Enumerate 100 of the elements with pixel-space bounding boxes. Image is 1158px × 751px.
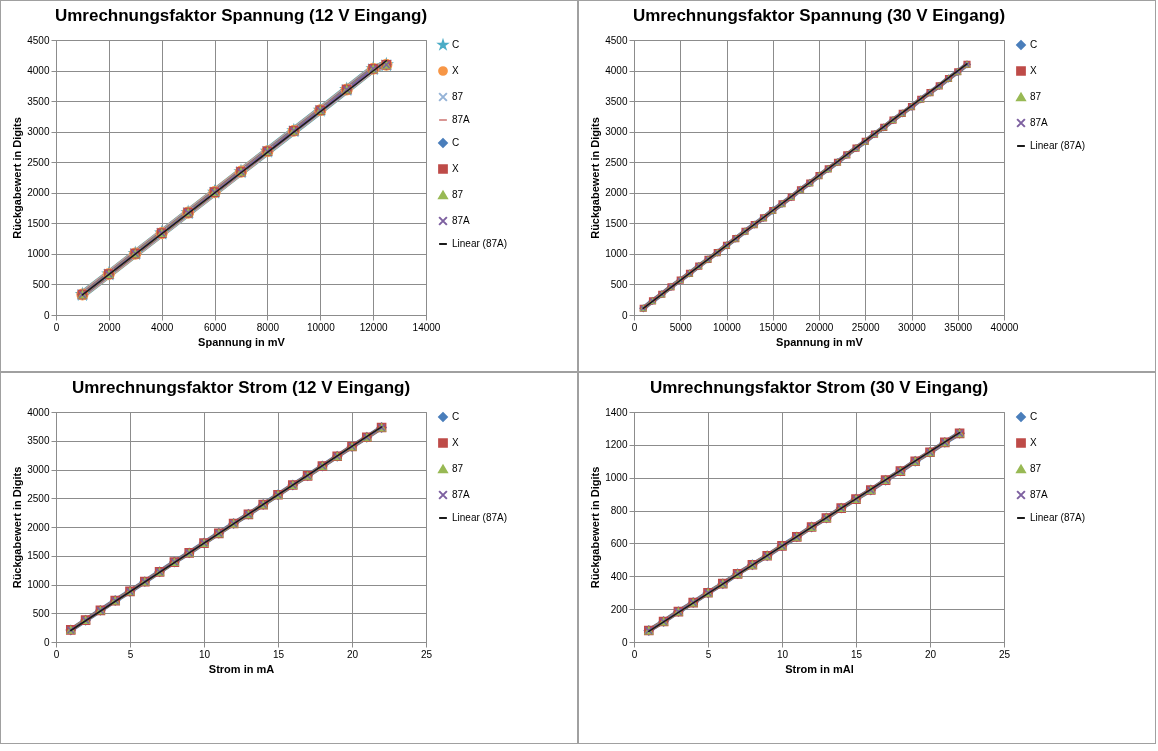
x-tick-label: 10 bbox=[776, 648, 789, 660]
chart-title: Umrechnungsfaktor Strom (30 V Eingang) bbox=[649, 378, 989, 397]
y-tick-label: 4000 bbox=[605, 65, 628, 77]
x-tick-label: 12000 bbox=[359, 321, 388, 333]
chart-title: Umrechnungsfaktor Spannung (12 V Eingang) bbox=[54, 6, 428, 25]
legend-label: 87 bbox=[452, 189, 464, 200]
y-tick-label: 500 bbox=[32, 607, 50, 619]
y-tick-label: 1000 bbox=[27, 248, 50, 260]
y-tick-label: 2500 bbox=[27, 492, 50, 504]
x-tick-label: 4000 bbox=[151, 321, 174, 333]
y-axis-title: Rückgabewert in Digits bbox=[589, 466, 602, 589]
y-axis-title: Rückgabewert in Digits bbox=[589, 117, 602, 239]
legend-label: Linear (87A) bbox=[1030, 512, 1086, 523]
legend-label: Linear (87A) bbox=[452, 512, 508, 523]
x-tick-label: 0 bbox=[53, 648, 60, 660]
legend-label: 87 bbox=[1030, 91, 1042, 102]
legend-label: X bbox=[452, 437, 459, 448]
y-tick-label: 1500 bbox=[27, 550, 50, 562]
legend-label: 87 bbox=[1030, 463, 1042, 474]
x-axis-title: Spannung in mV bbox=[776, 335, 864, 348]
legend-label: X bbox=[452, 65, 459, 76]
x-tick-label: 0 bbox=[53, 321, 60, 333]
y-tick-label: 500 bbox=[610, 278, 628, 290]
y-tick-label: 0 bbox=[43, 309, 50, 321]
x-tick-label: 0 bbox=[631, 648, 638, 660]
y-tick-label: 400 bbox=[610, 570, 628, 582]
y-axis-title: Rückgabewert in Digits bbox=[11, 466, 24, 589]
x-tick-label: 25000 bbox=[851, 321, 881, 333]
chart-title: Umrechnungsfaktor Strom (12 V Eingang) bbox=[71, 378, 411, 397]
legend-label: 87 bbox=[452, 463, 464, 474]
y-tick-label: 3000 bbox=[605, 126, 628, 138]
legend-label: C bbox=[1030, 411, 1038, 422]
x-tick-label: 15 bbox=[272, 648, 285, 660]
y-tick-label: 500 bbox=[32, 278, 50, 290]
x-axis-title: Spannung in mV bbox=[198, 335, 286, 348]
x-tick-label: 14000 bbox=[412, 321, 441, 333]
legend-label: 87A bbox=[452, 215, 471, 226]
x-tick-label: 6000 bbox=[203, 321, 227, 333]
y-tick-label: 2000 bbox=[27, 521, 50, 533]
legend-label: 87A bbox=[1030, 117, 1049, 128]
x-tick-label: 15000 bbox=[759, 321, 788, 333]
x-tick-label: 30000 bbox=[898, 321, 927, 333]
y-tick-label: 600 bbox=[610, 537, 628, 549]
x-tick-label: 5000 bbox=[669, 321, 693, 333]
legend-label: C bbox=[1030, 39, 1038, 50]
y-tick-label: 2000 bbox=[605, 187, 628, 199]
y-tick-label: 3000 bbox=[27, 464, 50, 475]
legend-label: 87A bbox=[452, 489, 471, 500]
x-tick-label: 10000 bbox=[306, 321, 336, 333]
x-tick-label: 35000 bbox=[944, 321, 973, 333]
y-tick-label: 1500 bbox=[27, 217, 50, 229]
x-tick-label: 25 bbox=[998, 648, 1011, 660]
y-tick-label: 1000 bbox=[605, 472, 628, 484]
y-tick-label: 4500 bbox=[605, 34, 628, 46]
y-tick-label: 0 bbox=[621, 636, 628, 648]
legend-label: C bbox=[452, 137, 460, 148]
legend-label: Linear (87A) bbox=[452, 238, 508, 249]
x-axis-title: Strom in mAl bbox=[785, 662, 854, 675]
y-tick-label: 2500 bbox=[605, 156, 628, 168]
y-tick-label: 4000 bbox=[27, 406, 50, 418]
y-tick-label: 2500 bbox=[27, 156, 50, 168]
y-axis-title: Rückgabewert in Digits bbox=[11, 117, 24, 239]
y-tick-label: 800 bbox=[610, 505, 628, 517]
legend-label: X bbox=[1030, 65, 1037, 76]
y-tick-label: 0 bbox=[621, 309, 628, 321]
legend-label: 87A bbox=[1030, 489, 1049, 500]
y-tick-label: 1500 bbox=[605, 217, 628, 229]
x-tick-label: 2000 bbox=[98, 321, 121, 333]
legend-label: C bbox=[452, 39, 460, 50]
legend-label: X bbox=[452, 163, 459, 174]
x-tick-label: 40000 bbox=[990, 321, 1019, 333]
legend-label: 87 bbox=[452, 91, 464, 102]
y-tick-label: 1000 bbox=[605, 248, 628, 260]
y-tick-label: 3500 bbox=[605, 95, 628, 107]
x-tick-label: 5 bbox=[705, 648, 712, 660]
x-tick-label: 20000 bbox=[805, 321, 834, 333]
x-tick-label: 10 bbox=[198, 648, 211, 660]
x-tick-label: 25 bbox=[420, 648, 433, 660]
x-tick-label: 15 bbox=[850, 648, 863, 660]
x-tick-label: 8000 bbox=[256, 321, 280, 333]
y-tick-label: 2000 bbox=[27, 187, 50, 199]
x-tick-label: 0 bbox=[631, 321, 638, 333]
y-tick-label: 4500 bbox=[27, 34, 50, 46]
x-tick-label: 5 bbox=[127, 648, 134, 660]
x-tick-label: 20 bbox=[924, 648, 937, 660]
x-axis-title: Strom in mA bbox=[208, 662, 275, 675]
legend-label: C bbox=[452, 411, 460, 422]
chart-title: Umrechnungsfaktor Spannung (30 V Eingang) bbox=[632, 6, 1006, 25]
y-tick-label: 1400 bbox=[605, 406, 628, 418]
legend-label: Linear (87A) bbox=[1030, 140, 1086, 151]
legend-label: X bbox=[1030, 437, 1037, 448]
y-tick-label: 3500 bbox=[27, 435, 50, 447]
y-tick-label: 3500 bbox=[27, 95, 50, 107]
y-tick-label: 200 bbox=[610, 603, 628, 615]
y-tick-label: 1000 bbox=[27, 579, 50, 590]
y-tick-label: 3000 bbox=[27, 126, 50, 138]
x-tick-label: 10000 bbox=[713, 321, 742, 333]
y-tick-label: 1200 bbox=[605, 439, 628, 451]
y-tick-label: 4000 bbox=[27, 65, 50, 77]
x-tick-label: 20 bbox=[346, 648, 359, 660]
